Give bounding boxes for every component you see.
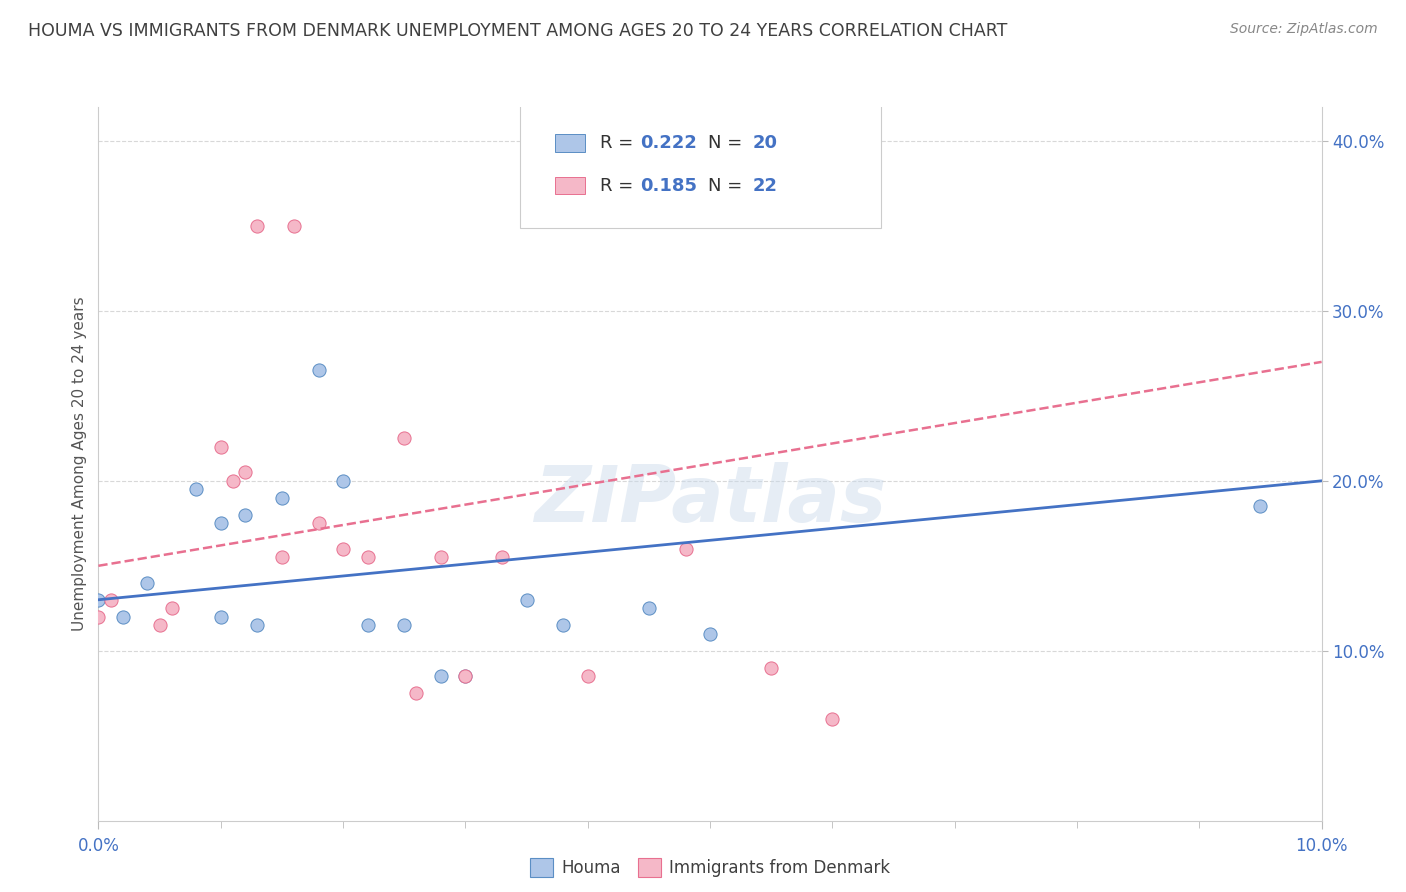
Point — [233, 466, 256, 480]
Point — [111, 609, 134, 624]
Text: 0.185: 0.185 — [640, 177, 697, 194]
Point — [186, 483, 208, 497]
Point — [821, 712, 844, 726]
Point — [160, 601, 183, 615]
Point — [246, 618, 269, 632]
Point — [209, 440, 232, 454]
Point — [356, 550, 378, 565]
Text: 20: 20 — [752, 134, 778, 152]
Legend: Houma, Immigrants from Denmark: Houma, Immigrants from Denmark — [523, 851, 897, 884]
Point — [430, 550, 453, 565]
Point — [1249, 500, 1271, 514]
Text: N =: N = — [707, 177, 748, 194]
Text: HOUMA VS IMMIGRANTS FROM DENMARK UNEMPLOYMENT AMONG AGES 20 TO 24 YEARS CORRELAT: HOUMA VS IMMIGRANTS FROM DENMARK UNEMPLO… — [28, 22, 1008, 40]
Point — [759, 661, 782, 675]
FancyBboxPatch shape — [555, 177, 585, 194]
Point — [209, 516, 232, 531]
Y-axis label: Unemployment Among Ages 20 to 24 years: Unemployment Among Ages 20 to 24 years — [72, 296, 87, 632]
Point — [356, 618, 378, 632]
Point — [136, 575, 159, 590]
Point — [100, 592, 122, 607]
Point — [209, 609, 232, 624]
Point — [491, 550, 513, 565]
Point — [454, 669, 477, 683]
Point — [233, 508, 256, 522]
Text: ZIPatlas: ZIPatlas — [534, 461, 886, 538]
Point — [87, 592, 110, 607]
Point — [392, 431, 416, 445]
Text: R =: R = — [600, 177, 638, 194]
FancyBboxPatch shape — [555, 134, 585, 152]
Point — [576, 669, 599, 683]
Text: 22: 22 — [752, 177, 778, 194]
Point — [332, 541, 354, 556]
Point — [699, 626, 721, 640]
FancyBboxPatch shape — [520, 103, 882, 228]
Point — [270, 491, 292, 505]
Point — [405, 686, 427, 700]
Point — [553, 618, 575, 632]
Point — [516, 592, 538, 607]
Point — [308, 363, 330, 377]
Point — [283, 219, 305, 233]
Point — [675, 541, 697, 556]
Point — [222, 474, 245, 488]
Text: R =: R = — [600, 134, 638, 152]
Point — [246, 219, 269, 233]
Point — [454, 669, 477, 683]
Text: 0.222: 0.222 — [640, 134, 697, 152]
Point — [270, 550, 292, 565]
Point — [149, 618, 172, 632]
Point — [332, 474, 354, 488]
Text: N =: N = — [707, 134, 748, 152]
Point — [637, 601, 661, 615]
Point — [430, 669, 453, 683]
Point — [87, 609, 110, 624]
Point — [392, 618, 416, 632]
Text: Source: ZipAtlas.com: Source: ZipAtlas.com — [1230, 22, 1378, 37]
Point — [308, 516, 330, 531]
